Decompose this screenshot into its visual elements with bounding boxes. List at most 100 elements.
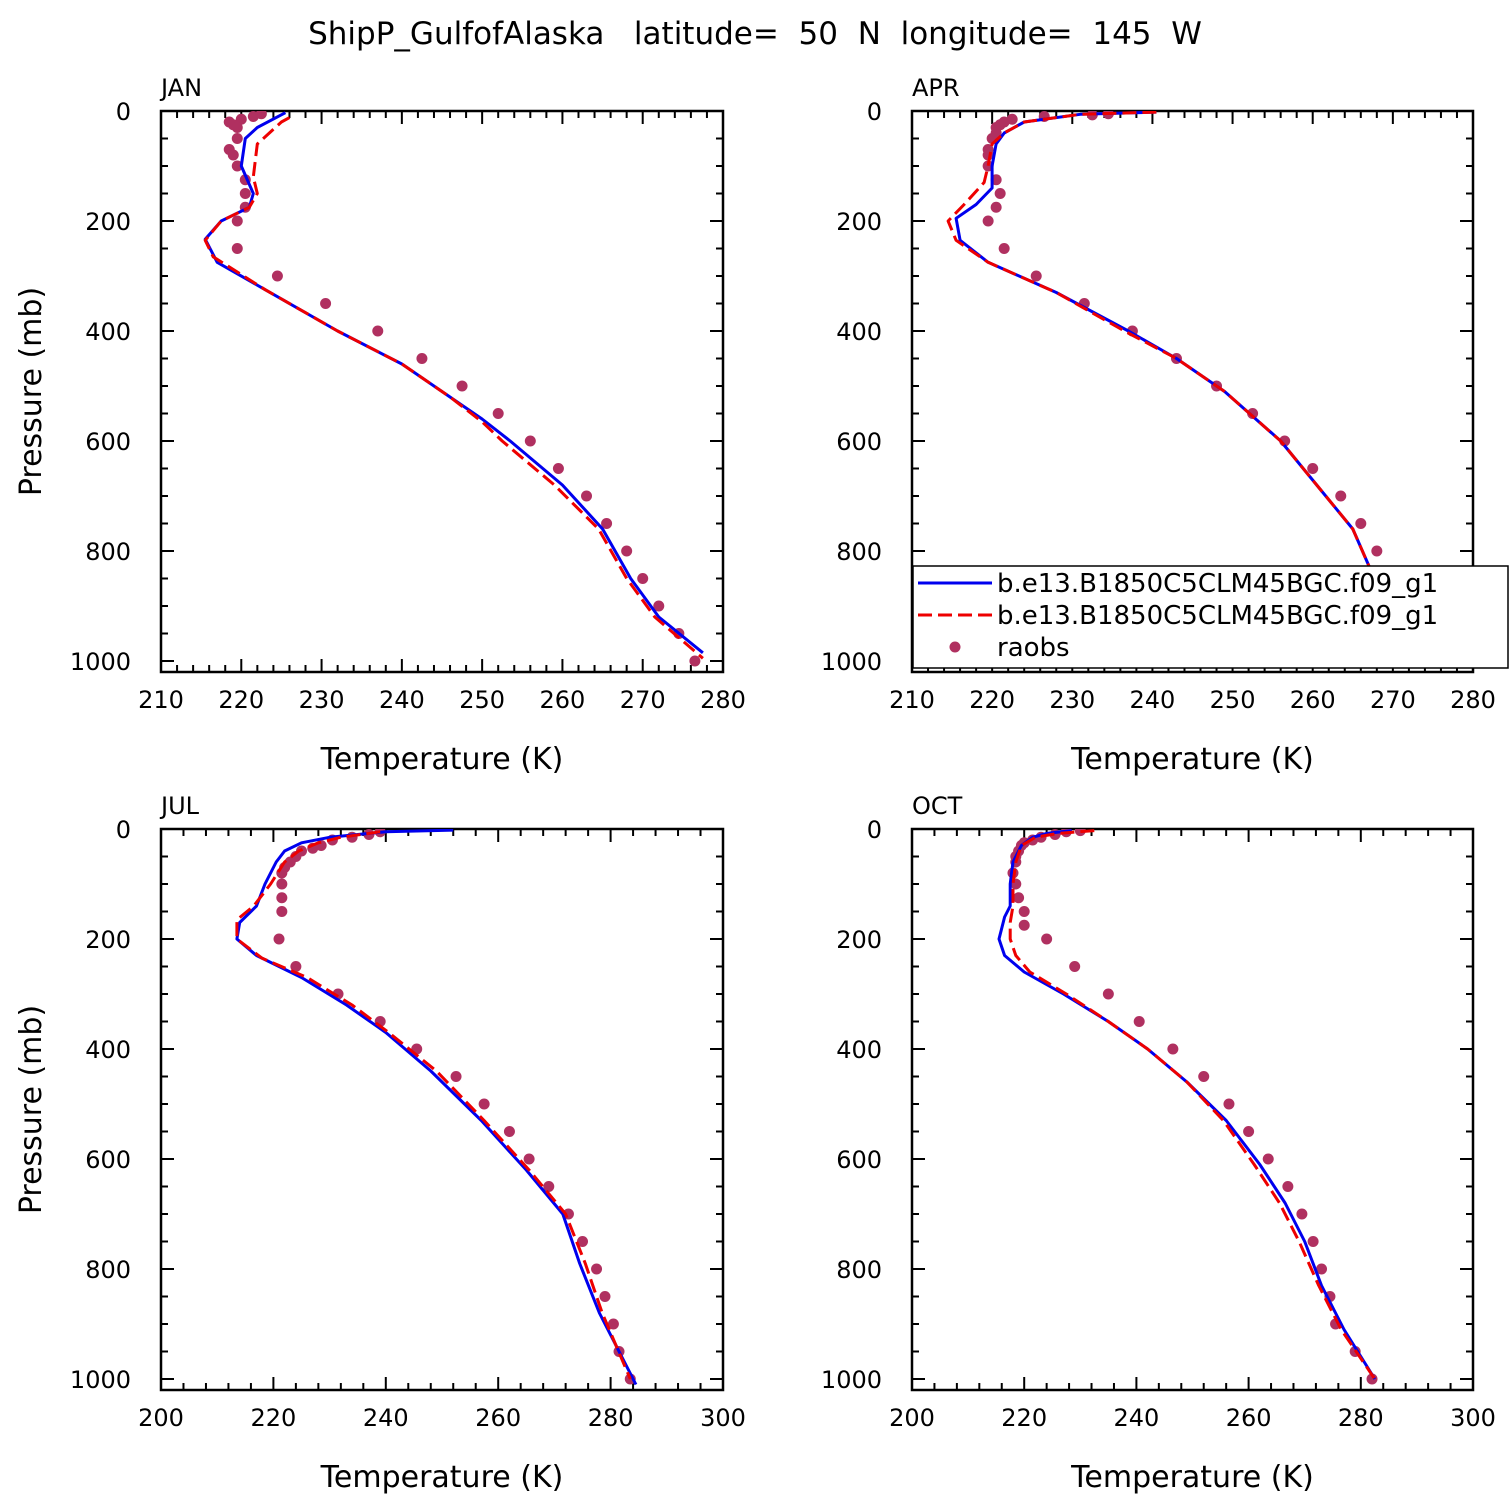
x-tick-label: 220: [1001, 1404, 1047, 1432]
raobs-point: [231, 122, 243, 133]
panel-title: JUL: [159, 792, 200, 820]
y-tick-label: 400: [85, 1036, 131, 1064]
raobs-point: [227, 149, 239, 161]
plot-frame: [910, 109, 1475, 674]
raobs-point: [320, 298, 332, 309]
legend-label: b.e13.B1850C5CLM45BGC.f09_g1: [997, 569, 1438, 599]
raobs-point: [1030, 270, 1042, 282]
raobs-point: [998, 243, 1010, 254]
y-tick-label: 800: [85, 538, 131, 566]
panel-title: OCT: [912, 792, 963, 820]
series-raobs: [273, 829, 636, 1385]
raobs-point: [607, 1318, 619, 1330]
series-model-1-line: [203, 111, 704, 654]
y-tick-label: 1000: [821, 648, 882, 676]
y-tick-label: 800: [85, 1256, 131, 1284]
legend-label: raobs: [997, 633, 1070, 663]
y-tick-label: 200: [85, 926, 131, 954]
raobs-point: [1355, 518, 1367, 529]
raobs-point: [994, 188, 1006, 199]
raobs-point: [231, 133, 243, 144]
series-model-1-line: [997, 829, 1377, 1380]
x-axis-label: Temperature (K): [320, 1460, 564, 1495]
raobs-point: [990, 201, 1002, 213]
y-tick-label: 1000: [821, 1366, 882, 1394]
raobs-point: [1243, 1126, 1255, 1137]
series-group: [946, 111, 1463, 667]
legend-box: [912, 565, 1509, 669]
raobs-point: [543, 1181, 555, 1192]
y-tick-label: 600: [85, 1146, 131, 1174]
x-tick-label: 270: [620, 686, 666, 714]
y-tick-label: 600: [85, 428, 131, 456]
legend-label: b.e13.B1850C5CLM45BGC.f09_g1: [997, 601, 1438, 631]
y-tick-label: 600: [836, 1146, 882, 1174]
x-tick-label: 230: [1049, 686, 1095, 714]
y-tick-label: 0: [867, 98, 882, 126]
x-tick-label: 260: [475, 1404, 521, 1432]
raobs-point: [577, 1236, 588, 1247]
plot-frame: [910, 827, 1475, 1392]
panel-oct: 200 220 240 260 280 300 0 200 400 600 800 1000 OCT Te…: [821, 792, 1496, 1495]
x-tick-label: 200: [138, 1404, 184, 1432]
x-tick-label: 240: [379, 686, 425, 714]
raobs-point: [416, 353, 428, 364]
plot-frame: [159, 109, 725, 674]
y-tick-label: 400: [85, 318, 131, 346]
x-tick-label: 260: [1226, 1404, 1272, 1432]
raobs-point: [1262, 1153, 1274, 1165]
raobs-point: [231, 243, 243, 254]
raobs-point: [478, 1098, 490, 1110]
raobs-point: [1069, 961, 1081, 972]
raobs-point: [290, 961, 302, 972]
x-tick-label: 260: [540, 686, 586, 714]
y-tick-label: 200: [836, 208, 882, 236]
raobs-point: [1371, 545, 1383, 557]
x-tick-label: 230: [299, 686, 345, 714]
y-tick-label: 1000: [70, 1366, 131, 1394]
raobs-point: [1307, 1236, 1319, 1247]
raobs-point: [239, 188, 251, 199]
raobs-point: [1307, 463, 1319, 474]
x-tick-label: 300: [1450, 1404, 1496, 1432]
x-axis-label: Temperature (K): [1070, 1460, 1314, 1495]
x-tick-label: 280: [1450, 686, 1496, 714]
raobs-point: [247, 111, 259, 122]
raobs-point: [982, 215, 994, 227]
x-tick-label: 280: [1338, 1404, 1384, 1432]
legend: b.e13.B1850C5CLM45BGC.f09_g1b.e13.B1850C…: [912, 565, 1509, 669]
x-tick-label: 220: [218, 686, 264, 714]
raobs-point: [276, 906, 288, 917]
y-tick-label: 400: [836, 1036, 882, 1064]
series-model-1-line: [235, 829, 638, 1386]
y-axis-label: Pressure (mb): [14, 287, 49, 496]
x-tick-label: 210: [889, 686, 935, 714]
raobs-point: [581, 490, 593, 502]
x-tick-label: 200: [889, 1404, 935, 1432]
raobs-point: [231, 160, 243, 172]
raobs-point: [450, 1071, 462, 1082]
raobs-point: [271, 270, 283, 282]
raobs-point: [1133, 1016, 1145, 1027]
series-group: [203, 111, 704, 667]
x-tick-label: 260: [1290, 686, 1336, 714]
raobs-point: [1335, 490, 1347, 502]
raobs-point: [1013, 892, 1025, 904]
x-tick-label: 240: [363, 1404, 409, 1432]
raobs-point: [591, 1263, 603, 1275]
raobs-point: [276, 867, 288, 879]
x-tick-label: 240: [1130, 686, 1176, 714]
x-tick-label: 210: [138, 686, 184, 714]
figure-title: ShipP_GulfofAlaska latitude= 50 N longit…: [308, 16, 1202, 52]
raobs-point: [1247, 408, 1259, 419]
raobs-point: [653, 600, 665, 612]
raobs-point: [1296, 1208, 1308, 1220]
raobs-point: [1198, 1071, 1210, 1082]
x-tick-label: 240: [1113, 1404, 1159, 1432]
raobs-point: [1167, 1043, 1179, 1055]
raobs-point: [1316, 1263, 1328, 1275]
series-raobs: [1007, 829, 1378, 1385]
y-tick-label: 0: [116, 816, 131, 844]
x-axis-label: Temperature (K): [1070, 742, 1314, 777]
panel-title: APR: [912, 74, 960, 102]
